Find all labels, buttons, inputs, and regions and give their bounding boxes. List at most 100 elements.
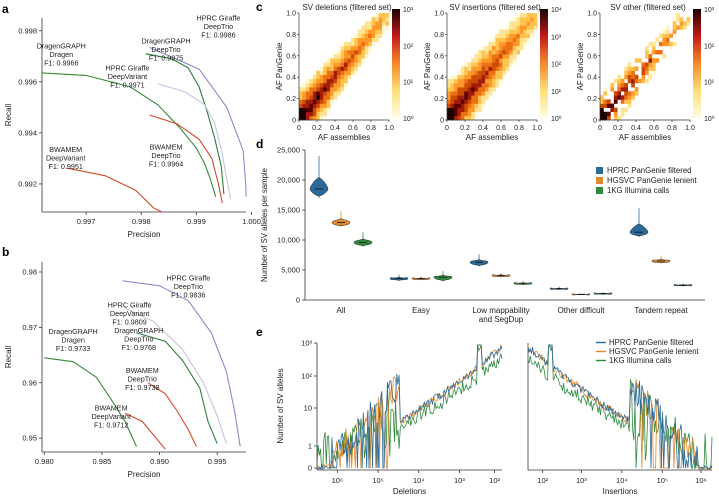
x-tick-label: 10⁵ bbox=[657, 476, 668, 485]
curve-label: DeepVariant bbox=[46, 154, 85, 163]
heatmap-cell bbox=[464, 78, 469, 84]
heatmap-cell bbox=[603, 91, 608, 96]
heatmap-cell bbox=[340, 54, 345, 59]
x-tick-label: 0.985 bbox=[93, 457, 112, 466]
heatmap-cell bbox=[519, 21, 524, 26]
heatmap-cell bbox=[312, 78, 317, 84]
x-tick-label: 0 bbox=[297, 125, 301, 132]
heatmap-cell bbox=[481, 50, 486, 55]
heatmap-cell bbox=[683, 25, 687, 30]
heatmap-cell bbox=[323, 78, 327, 84]
heatmap-cell bbox=[481, 87, 486, 92]
heatmap-cell bbox=[467, 95, 472, 100]
curve-label: F1: 0.9836 bbox=[171, 290, 205, 299]
heatmap-cell bbox=[447, 91, 451, 96]
heatmap-cell bbox=[350, 37, 355, 43]
heatmap-cell bbox=[453, 95, 458, 100]
heatmap-cell bbox=[610, 87, 615, 92]
heatmap-cell bbox=[485, 66, 489, 71]
heatmap-cell bbox=[371, 17, 376, 22]
heatmap-cell bbox=[686, 17, 691, 22]
heatmap-cell bbox=[453, 107, 458, 113]
heatmap-cell bbox=[679, 21, 684, 26]
heatmap-cell bbox=[516, 29, 520, 34]
heatmap-cell bbox=[481, 78, 486, 84]
x-tick-label: 0.998 bbox=[132, 217, 151, 226]
x-tick-label: 0.4 bbox=[631, 125, 641, 132]
heatmap-cell bbox=[347, 74, 352, 80]
heatmap-cell bbox=[344, 74, 348, 80]
heatmap-cell bbox=[492, 70, 496, 76]
heatmap-cell bbox=[326, 107, 331, 113]
heatmap-cell bbox=[457, 115, 462, 121]
heatmap-cell bbox=[481, 66, 486, 71]
heatmap-cell bbox=[505, 62, 510, 67]
heatmap-cell bbox=[526, 37, 531, 43]
y-axis-label: AF PanGenie bbox=[275, 42, 284, 91]
curve-label: F1: 0.9966 bbox=[44, 59, 78, 68]
heatmap-cell bbox=[371, 25, 376, 30]
heatmap-cell bbox=[316, 82, 321, 88]
heatmap-cell bbox=[624, 70, 628, 76]
heatmap-cell bbox=[617, 87, 622, 92]
y-tick-label: 0 bbox=[308, 464, 312, 473]
heatmap-cell bbox=[679, 17, 684, 22]
heatmap-cell bbox=[512, 41, 517, 47]
curve-label: BWAMEM bbox=[95, 403, 128, 412]
heatmap-cell bbox=[340, 62, 345, 67]
heatmap-cell bbox=[333, 95, 338, 100]
y-tick-label: 0.2 bbox=[434, 96, 444, 103]
heatmap-cell bbox=[447, 95, 451, 100]
heatmap-cell bbox=[464, 95, 469, 100]
heatmap-cell bbox=[530, 17, 534, 22]
heatmap-cell bbox=[509, 62, 514, 67]
heatmap-cell bbox=[299, 91, 303, 96]
heatmap-cell bbox=[447, 82, 451, 88]
heatmap-cell bbox=[613, 91, 618, 96]
y-tick-label: 0.6 bbox=[587, 53, 597, 60]
heatmap-cell bbox=[624, 66, 628, 71]
heatmap-cell bbox=[344, 66, 348, 71]
heatmap-cell bbox=[305, 107, 310, 113]
heatmap-cell bbox=[471, 95, 475, 100]
heatmap-cell bbox=[651, 41, 656, 47]
heatmap-cell bbox=[302, 103, 307, 108]
heatmap-cell bbox=[368, 37, 372, 43]
heatmap-cell bbox=[492, 74, 496, 80]
y-tick-label: 0.994 bbox=[18, 128, 37, 137]
heatmap-cell bbox=[509, 25, 514, 30]
heatmap-cell bbox=[519, 45, 524, 51]
heatmap-cell bbox=[603, 115, 608, 121]
heatmap-cell bbox=[519, 41, 524, 47]
heatmap-cell bbox=[669, 41, 673, 47]
pr-curve bbox=[157, 83, 232, 200]
heatmap-cell bbox=[447, 87, 451, 92]
heatmap-cell bbox=[450, 107, 455, 113]
heatmap-cell bbox=[302, 82, 307, 88]
heatmap-cell bbox=[344, 58, 348, 63]
heatmap-cell bbox=[450, 78, 455, 84]
heatmap-cell bbox=[627, 91, 632, 96]
heatmap-cell bbox=[672, 25, 677, 30]
heatmap-cell bbox=[676, 17, 680, 22]
curve-label: F1: 0.9986 bbox=[201, 31, 235, 40]
heatmap-cell bbox=[305, 115, 310, 121]
heatmap-cell bbox=[375, 21, 379, 26]
x-axis-label: Deletions bbox=[393, 487, 426, 496]
heatmap-cell bbox=[516, 45, 520, 51]
y-tick-label: 0.97 bbox=[22, 323, 37, 332]
heatmap-cell bbox=[495, 82, 500, 88]
heatmap-cell bbox=[516, 50, 520, 55]
heatmap-cell bbox=[495, 50, 500, 55]
heatmap-cell bbox=[617, 115, 622, 121]
heatmap-cell bbox=[312, 95, 317, 100]
heatmap-cell bbox=[337, 78, 341, 84]
heatmap-cell bbox=[631, 95, 635, 100]
heatmap-cell bbox=[474, 99, 479, 104]
heatmap-cell bbox=[364, 41, 369, 47]
curve-label: Dragen bbox=[61, 336, 85, 345]
heatmap-cell bbox=[357, 41, 362, 47]
heatmap-cell bbox=[530, 21, 534, 26]
heatmap-cell bbox=[330, 87, 334, 92]
heatmap-cell bbox=[655, 37, 660, 43]
